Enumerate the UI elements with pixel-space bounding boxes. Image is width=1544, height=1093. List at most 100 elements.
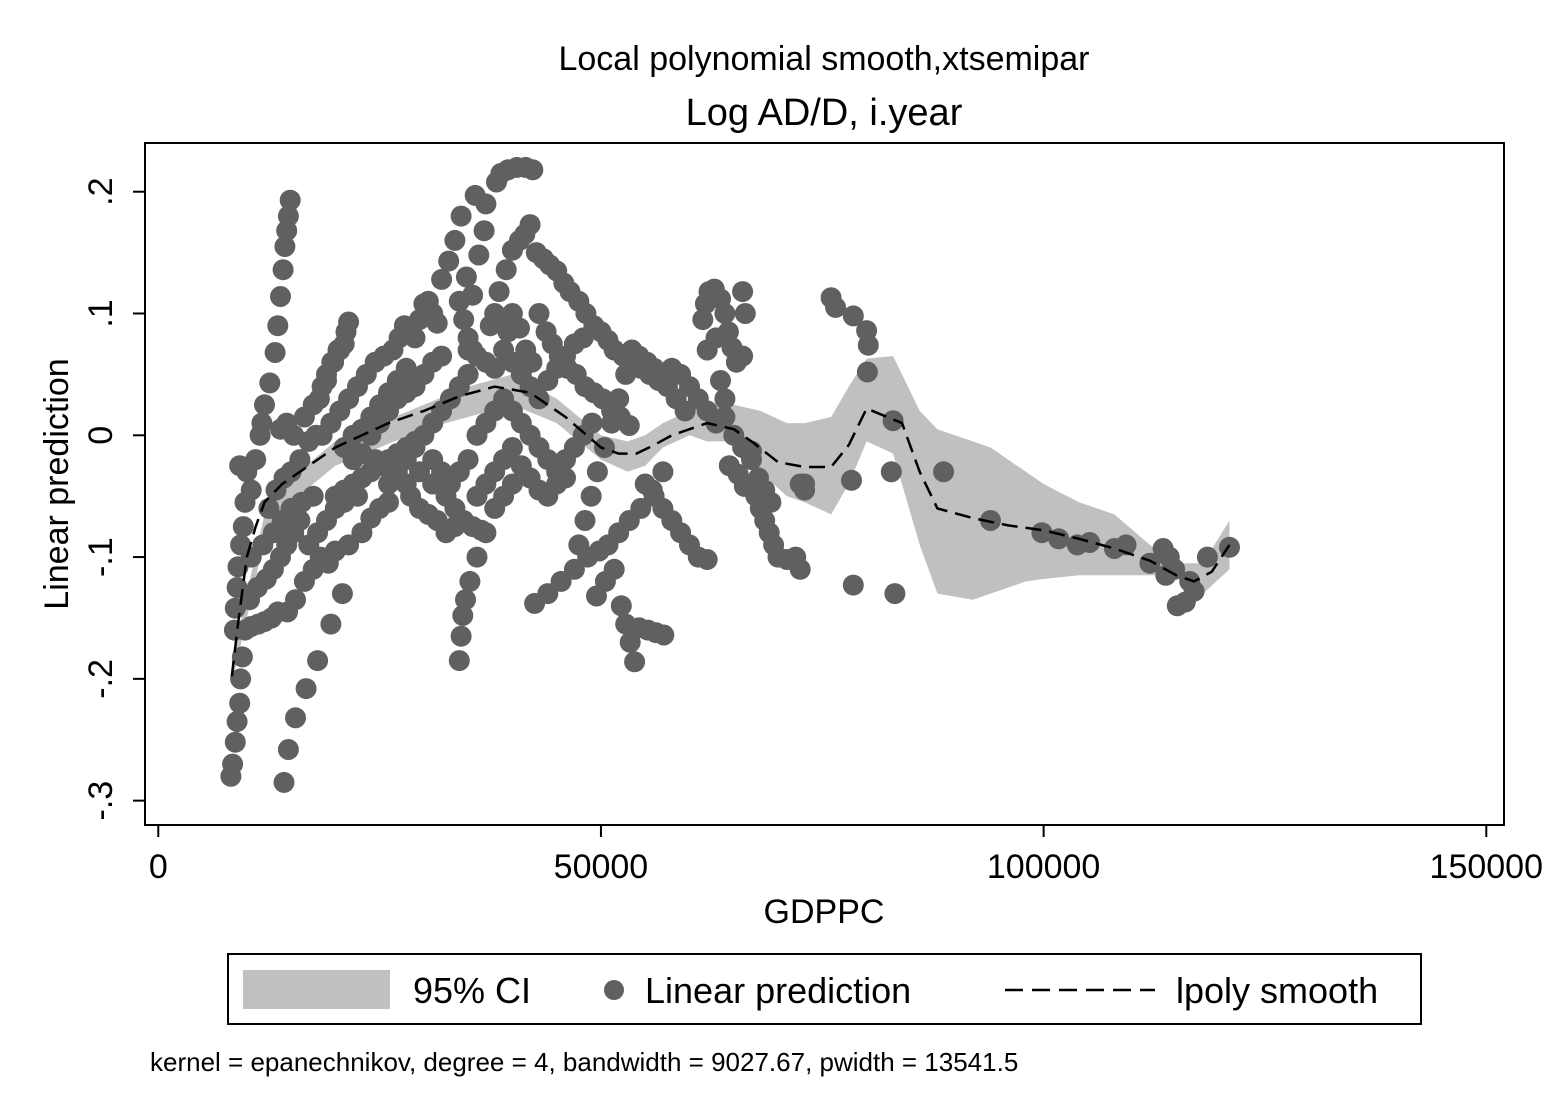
- scatter-point: [452, 605, 474, 626]
- scatter-point: [273, 771, 295, 793]
- scatter-point: [462, 284, 484, 306]
- scatter-point: [714, 406, 736, 428]
- scatter-point: [615, 363, 637, 385]
- lpoly-smooth-line: [230, 385, 1231, 677]
- scatter-point: [610, 595, 632, 617]
- y-tick-label: -.3: [82, 781, 120, 821]
- scatter-point: [550, 570, 572, 592]
- scatter-point: [733, 475, 755, 497]
- scatter-point: [501, 473, 523, 495]
- scatter-point: [473, 220, 495, 242]
- scatter-point: [438, 250, 460, 272]
- scatter-point: [259, 372, 281, 394]
- scatter-point: [283, 424, 305, 446]
- scatter-point: [295, 678, 317, 700]
- scatter-point: [378, 491, 399, 513]
- scatter-point: [279, 189, 301, 211]
- scatter-point: [501, 437, 523, 458]
- scatter-point: [603, 558, 625, 580]
- y-tick-label: -.1: [82, 537, 120, 577]
- scatter-point: [395, 473, 417, 495]
- scatter-point: [857, 334, 879, 356]
- scatter-point: [267, 315, 289, 337]
- scatter-point: [1196, 546, 1218, 568]
- scatter-point: [455, 589, 476, 611]
- legend: 95% CI Linear prediction lpoly smooth: [227, 953, 1422, 1025]
- scatter-point: [1031, 522, 1053, 544]
- scatter-point: [444, 229, 466, 251]
- x-tick-label: 100000: [987, 848, 1100, 886]
- scatter-point: [364, 449, 386, 471]
- scatter-point: [537, 583, 559, 605]
- scatter-point: [274, 236, 296, 257]
- scatter-point: [320, 613, 342, 635]
- scatter-point: [333, 333, 355, 355]
- scatter-point: [331, 583, 353, 605]
- scatter-point: [692, 309, 714, 331]
- scatter-point: [794, 479, 816, 501]
- scatter-point: [618, 415, 640, 436]
- scatter-point: [457, 449, 479, 471]
- scatter-point: [933, 461, 955, 483]
- scatter-point: [1179, 570, 1201, 592]
- legend-frame: [227, 953, 1422, 1025]
- scatter-point: [338, 534, 360, 556]
- scatter-point: [459, 570, 481, 592]
- plot-area-frame: [144, 142, 1505, 826]
- scatter-point: [457, 363, 479, 385]
- scatter-point: [455, 266, 477, 288]
- legend-swatch-points: [604, 980, 624, 1000]
- scatter-point: [601, 412, 623, 434]
- x-tick-label: 0: [149, 848, 168, 886]
- scatter-point: [272, 259, 294, 281]
- scatter-point: [404, 327, 426, 349]
- scatter-point: [475, 193, 497, 215]
- scatter-point: [231, 646, 253, 668]
- scatter-point: [608, 388, 630, 410]
- scatter-point: [251, 412, 273, 434]
- scatter-point: [841, 469, 862, 491]
- scatter-point: [431, 268, 453, 290]
- scatter-point: [222, 753, 244, 775]
- chart-note: kernel = epanechnikov, degree = 4, bandw…: [150, 1047, 1018, 1077]
- scatter-point: [574, 510, 596, 531]
- scatter-point: [528, 303, 550, 324]
- scatter-point: [696, 549, 718, 570]
- scatter-point: [444, 497, 466, 519]
- scatter-point: [450, 205, 472, 227]
- scatter-point: [884, 583, 906, 605]
- scatter-point: [245, 449, 267, 471]
- scatter-point: [475, 522, 497, 544]
- scatter-point: [734, 303, 756, 324]
- x-tick-label: 50000: [554, 848, 649, 886]
- scatter-point: [546, 473, 568, 495]
- scatter-point: [409, 461, 430, 483]
- scatter-point: [277, 739, 299, 760]
- x-axis-label: GDPPC: [764, 893, 885, 931]
- scatter-point: [264, 342, 286, 363]
- scatter-point: [289, 449, 311, 471]
- scatter-point: [254, 394, 275, 416]
- scatter-point: [856, 361, 878, 383]
- scatter-point: [232, 516, 254, 538]
- legend-label-points: Linear prediction: [645, 970, 911, 1011]
- scatter-point: [488, 281, 510, 303]
- scatter-point: [426, 312, 448, 334]
- scatter-point: [431, 345, 453, 367]
- scatter-point: [230, 668, 252, 690]
- scatter-point: [302, 485, 324, 507]
- scatter-point: [580, 485, 602, 507]
- x-tick-label: 150000: [1430, 848, 1543, 886]
- scatter-point: [586, 461, 608, 483]
- scatter-point: [448, 650, 470, 672]
- scatter-point: [630, 497, 652, 519]
- scatter-point: [652, 461, 674, 483]
- scatter-point: [270, 286, 291, 307]
- scatter-point: [572, 327, 594, 349]
- scatter-point: [466, 546, 488, 568]
- scatter-points-layer: [220, 156, 1240, 793]
- scatter-point: [789, 558, 811, 580]
- scatter-point: [240, 479, 262, 501]
- scatter-point: [519, 214, 541, 236]
